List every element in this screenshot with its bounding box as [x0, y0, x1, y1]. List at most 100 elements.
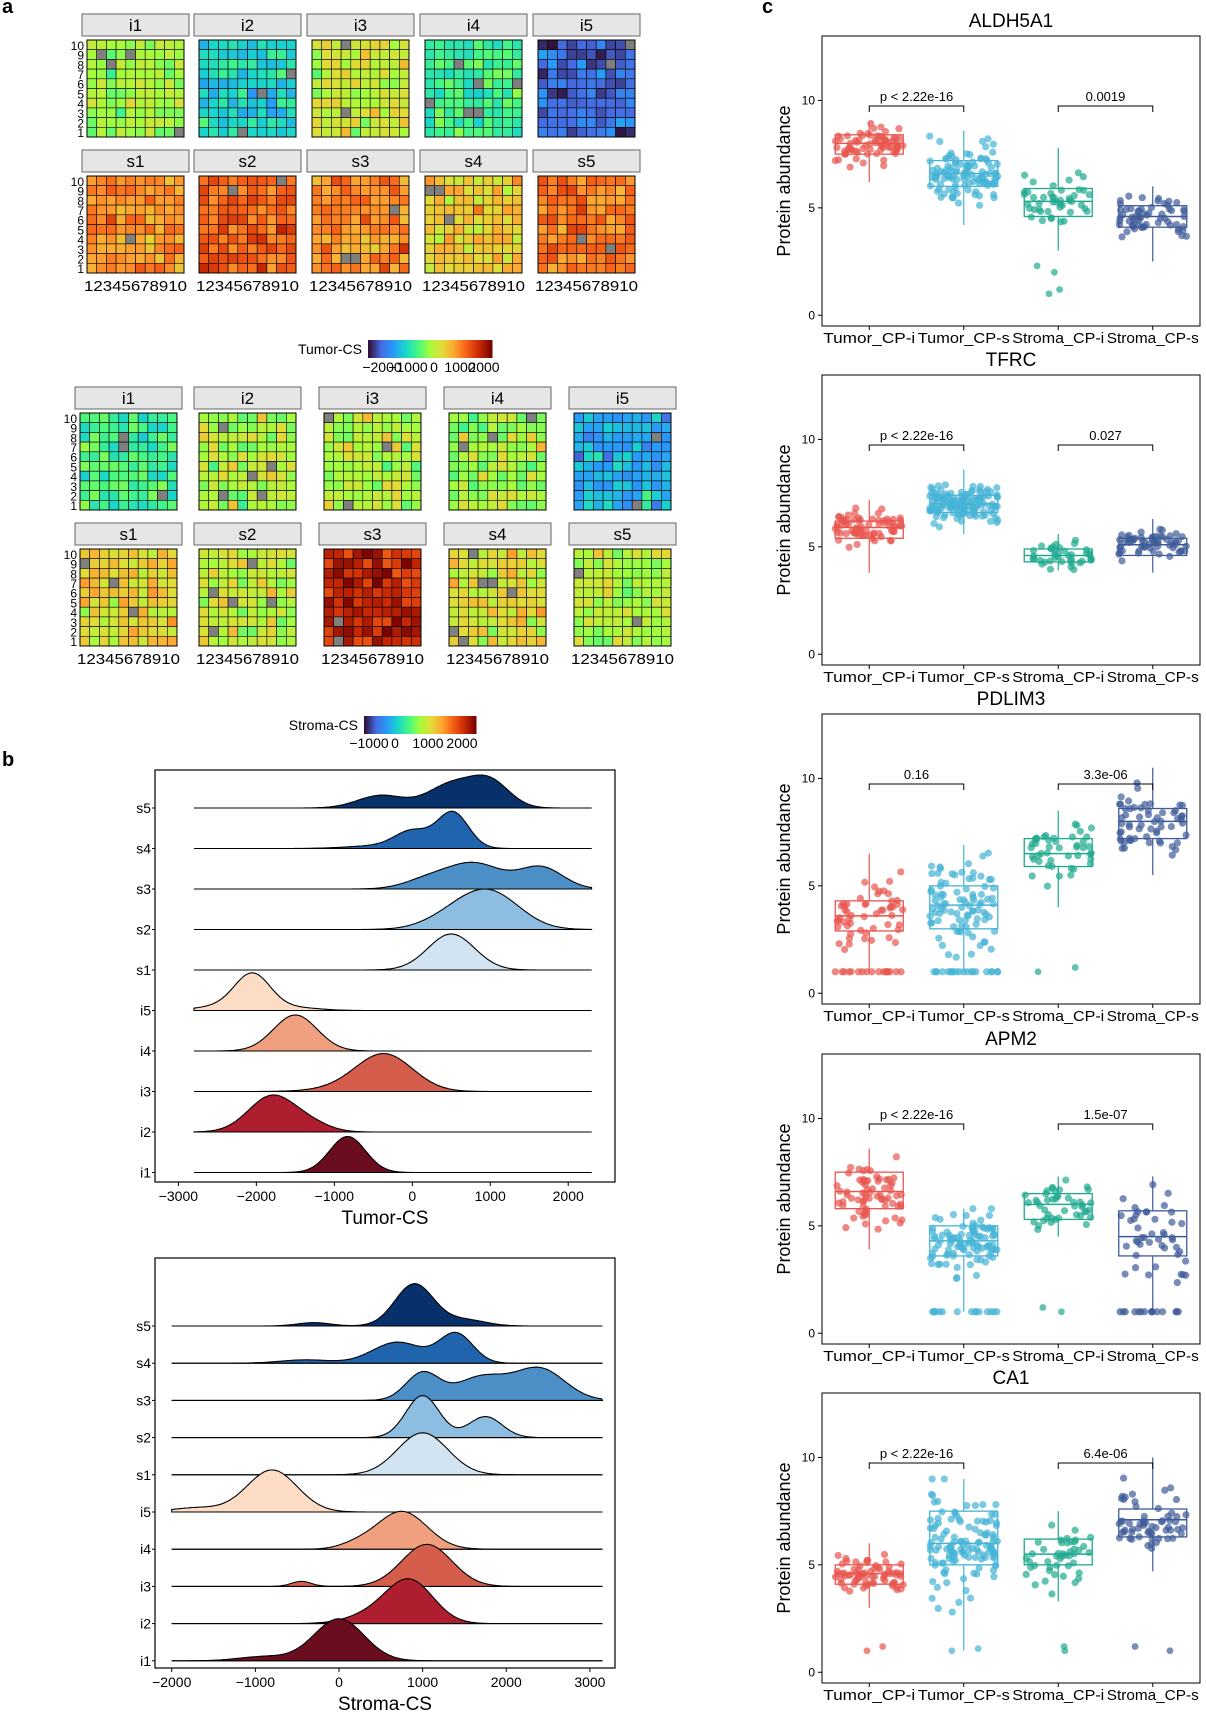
heatmap-cell	[285, 499, 297, 511]
data-point	[1148, 1522, 1156, 1531]
heatmap-cell	[434, 204, 445, 216]
heatmap-cell	[595, 127, 607, 138]
data-point	[881, 1202, 889, 1210]
heatmap-cell	[247, 412, 258, 423]
heatmap-cell	[557, 88, 568, 99]
heatmap-cell	[276, 577, 287, 589]
heatmap-cell	[266, 78, 277, 89]
box-iqr	[1118, 807, 1188, 840]
data-point	[940, 168, 949, 176]
heatmap-cell	[99, 499, 110, 511]
heatmap-cell	[477, 461, 489, 472]
heatmap-cell	[547, 262, 558, 274]
heatmap-cell	[227, 253, 239, 264]
heatmap-cell	[285, 253, 297, 264]
heatmap-cell	[266, 185, 277, 196]
heatmap-cell	[333, 480, 344, 491]
heatmap-cell	[256, 127, 268, 138]
heatmap-cell	[266, 499, 277, 511]
heatmap-cell	[593, 470, 604, 482]
heatmap-cell	[218, 461, 229, 472]
heatmap-cell	[492, 107, 503, 118]
heatmap-cell	[526, 568, 537, 579]
heatmap-cell	[593, 548, 604, 559]
heatmap-cell	[237, 587, 248, 598]
heatmap-cell	[641, 480, 652, 491]
heatmap-cell	[624, 97, 636, 109]
facet-label: i3	[354, 16, 367, 35]
heatmap-cell	[340, 224, 352, 235]
heatmap-cell	[497, 451, 508, 462]
heatmap-cell	[125, 243, 136, 254]
heatmap-cell	[285, 422, 297, 433]
heatmap-cell	[106, 97, 117, 109]
heatmap-cell	[144, 204, 156, 216]
heatmap-cell	[444, 185, 455, 196]
data-point	[1071, 820, 1079, 828]
data-point	[845, 968, 853, 976]
heatmap-cell	[137, 480, 149, 491]
heatmap-cell	[247, 480, 258, 491]
data-point	[870, 530, 878, 538]
heatmap-cell	[227, 577, 239, 589]
heatmap-cell	[360, 253, 371, 264]
data-point	[964, 860, 973, 868]
heatmap-cell	[615, 253, 626, 264]
x-tick-label: 1000	[407, 1674, 438, 1690]
heatmap-cell	[473, 59, 484, 70]
heatmap-cell	[651, 480, 662, 491]
data-point	[972, 968, 980, 976]
heatmap-cell	[391, 635, 402, 647]
heatmap-cell	[285, 185, 297, 196]
heatmap-cell	[641, 606, 652, 618]
heatmap-cell	[218, 451, 229, 462]
heatmap-cell	[362, 635, 373, 647]
colorbar-segment	[438, 340, 441, 358]
data-point	[1044, 1558, 1052, 1566]
heatmap-cell	[340, 175, 352, 186]
heatmap-cell	[218, 490, 229, 501]
heatmap-cell	[218, 68, 229, 80]
heatmap-cell	[237, 59, 248, 70]
heatmap-cell	[174, 185, 185, 196]
data-point	[887, 1186, 895, 1195]
data-point	[983, 181, 992, 189]
heatmap-cell	[350, 243, 361, 254]
data-point	[865, 521, 873, 529]
data-point	[1051, 1195, 1060, 1203]
data-point	[982, 143, 990, 151]
heatmap-cell	[586, 253, 597, 264]
data-point	[953, 504, 961, 512]
data-point	[868, 1185, 877, 1193]
heatmap-cell	[537, 68, 548, 80]
heatmap-cell	[321, 233, 332, 245]
heatmap-cell	[340, 253, 352, 264]
heatmap-cell	[266, 97, 277, 109]
heatmap-cell	[128, 616, 139, 627]
x-tick-label: 1000	[475, 1188, 506, 1204]
heatmap-cell	[473, 175, 484, 186]
heatmap-cell	[89, 587, 100, 598]
heatmap-cell	[247, 107, 258, 118]
data-point	[1174, 227, 1182, 236]
heatmap-cell	[453, 107, 465, 118]
heatmap-cell	[453, 195, 465, 206]
heatmap-cell	[372, 422, 383, 433]
heatmap-cell	[99, 480, 110, 491]
data-point	[935, 934, 943, 942]
heatmap-cell	[566, 107, 578, 118]
heatmap-cell	[401, 558, 412, 569]
heatmap-cell	[343, 490, 354, 501]
heatmap-cell	[473, 49, 484, 60]
heatmap-cell	[333, 597, 344, 608]
heatmap-cell	[343, 432, 354, 443]
heatmap-cell	[511, 243, 523, 254]
heatmap-cell	[237, 499, 248, 511]
heatmap-cell	[86, 68, 97, 80]
colorbar-segment	[458, 340, 462, 358]
heatmap-cell	[566, 39, 578, 50]
heatmap-cell	[125, 88, 136, 99]
heatmap-cell	[477, 548, 489, 559]
heatmap-cell	[106, 59, 117, 70]
heatmap-cell	[154, 214, 165, 225]
